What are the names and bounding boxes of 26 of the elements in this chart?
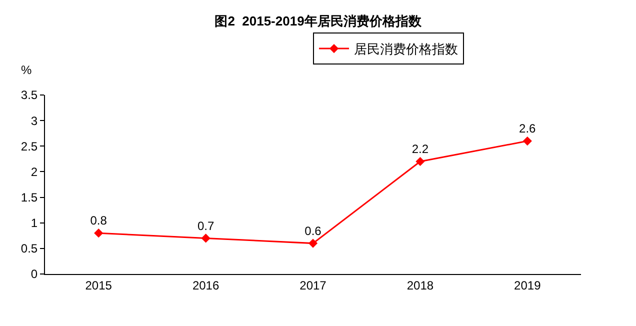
- y-tick-label: 1.5: [20, 190, 38, 204]
- x-tick-label: 2017: [300, 278, 327, 292]
- data-label: 0.6: [304, 224, 322, 238]
- point: [416, 156, 425, 166]
- point: [201, 234, 210, 243]
- data-label: 0.7: [197, 218, 214, 233]
- y-axis-title: %: [21, 63, 32, 77]
- y-tick-label: 3: [30, 114, 38, 128]
- chart-title: 图2 2015-2019年居民消费价格指数: [214, 13, 422, 28]
- y-tick-label: 1: [30, 216, 38, 230]
- y-tick-label: 0: [30, 267, 38, 282]
- x-tick-label: 2015: [85, 278, 112, 292]
- x-tick-label: 2018: [406, 278, 434, 292]
- data-label: 0.8: [90, 214, 108, 228]
- point: [522, 136, 532, 146]
- y-tick-label: 3.5: [20, 88, 38, 102]
- data-label: 2.2: [412, 142, 429, 156]
- y-tick-label: 2: [30, 164, 38, 179]
- legend-label: 居民消费价格指数: [354, 42, 458, 57]
- point: [308, 238, 318, 248]
- y-tick-label: 0.5: [20, 242, 38, 256]
- data-label: 2.6: [519, 122, 536, 136]
- x-tick-label: 2019: [514, 278, 542, 292]
- y-tick-label: 2.5: [20, 139, 38, 154]
- point: [94, 228, 104, 238]
- x-tick-label: 2016: [192, 278, 220, 292]
